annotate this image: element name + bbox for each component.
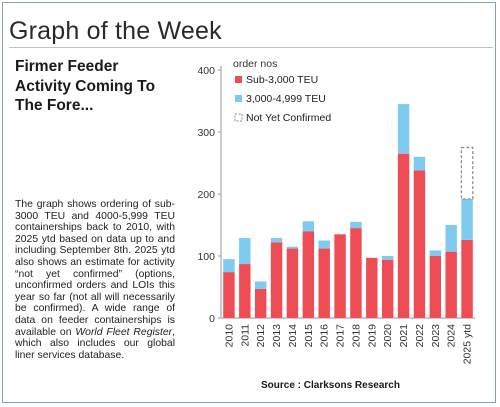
bar-3000-4999-2012: [254, 281, 267, 289]
bar-sub3000-2022: [413, 170, 426, 318]
x-tick-label: 2017: [335, 324, 347, 348]
bar-sub3000-2025-ytd: [461, 239, 473, 318]
headline-line-1: Firmer Feeder: [15, 58, 119, 75]
legend-label-sub3000: Sub-3,000 TEU: [246, 74, 318, 86]
x-tick-label: 2022: [414, 324, 426, 348]
legend-label-not-confirmed: Not Yet Confirmed: [246, 112, 331, 124]
x-tick-label: 2018: [350, 324, 362, 348]
bar-sub3000-2016: [318, 248, 330, 318]
x-tick-label: 2014: [287, 324, 299, 348]
legend-swatch-not-confirmed: [234, 113, 243, 122]
bar-sub3000-2012: [254, 288, 267, 318]
bar-not-confirmed-2025-ytd: [460, 146, 474, 200]
bar-3000-4999-2013: [270, 238, 283, 243]
y-tick-label: 300: [197, 127, 215, 139]
bar-sub3000-2010: [223, 272, 235, 318]
bar-sub3000-2017: [334, 234, 346, 318]
bar-3000-4999-2018: [350, 221, 362, 229]
x-tick-label: 2013: [271, 324, 283, 348]
bar-3000-4999-2016: [318, 240, 330, 249]
y-tick-label: 0: [209, 313, 215, 325]
bar-sub3000-2015: [302, 231, 315, 318]
bar-3000-4999-2023: [429, 250, 442, 256]
bar-3000-4999-2011: [239, 238, 251, 265]
legend-swatch-sub3000: [235, 76, 242, 83]
bar-sub3000-2018: [350, 228, 362, 318]
article-headline: Firmer Feeder Activity Coming To The For…: [15, 57, 185, 116]
x-tick-label: 2025 ytd: [462, 324, 474, 364]
x-tick-label: 2021: [398, 324, 410, 348]
y-tick-label: 100: [197, 251, 215, 263]
headline-line-2: Activity Coming To: [15, 77, 156, 95]
legend-label-3000-4999: 3,000-4,999 TEU: [246, 93, 326, 105]
page-title: Graph of the Week: [9, 17, 222, 45]
legend-swatch-3000-4999: [235, 95, 242, 102]
feeder-orders-chart: order nos 0 100 200 300 400 2010 2011 2012 2013 20…: [197, 58, 475, 364]
bar-sub3000-2020: [381, 259, 394, 318]
bar-3000-4999-2025-ytd: [461, 198, 473, 240]
x-tick-label: 2011: [239, 324, 251, 347]
y-tick-label: 200: [197, 189, 215, 201]
bar-sub3000-2024: [445, 251, 457, 318]
bar-3000-4999-2024: [445, 225, 457, 252]
bar-sub3000-2023: [429, 256, 442, 318]
article-body: The graph shows ordering of sub-3000 TEU…: [15, 199, 175, 361]
x-tick-label: 2019: [366, 324, 378, 348]
bar-3000-4999-2014: [286, 246, 299, 249]
headline-line-3: The Fore...: [15, 97, 94, 114]
x-tick-label: 2010: [223, 324, 235, 348]
bar-sub3000-2014: [286, 248, 299, 318]
bar-sub3000-2021: [397, 153, 410, 318]
bar-sub3000-2013: [270, 242, 283, 318]
x-tick-label: 2024: [446, 324, 458, 348]
world-fleet-register-text: World Fleet Register: [75, 326, 173, 338]
bar-3000-4999-2021: [397, 104, 410, 154]
bar-3000-4999-2015: [302, 221, 315, 232]
bar-3000-4999-2010: [223, 259, 235, 273]
body-text-part-1: The graph shows ordering of sub-3000 TEU…: [15, 199, 175, 338]
x-tick-label: 2020: [382, 324, 394, 348]
y-axis-label: order nos: [233, 58, 277, 70]
bar-3000-4999-2022: [413, 156, 426, 171]
title-divider: [9, 47, 493, 48]
body-text-part-3: , which also includes our global liner s…: [15, 326, 175, 361]
x-tick-label: 2012: [255, 324, 267, 348]
x-tick-label: 2016: [319, 324, 331, 348]
source-note: Source : Clarksons Research: [261, 380, 400, 391]
bar-sub3000-2019: [366, 257, 378, 318]
y-tick-label: 400: [197, 65, 215, 77]
graph-panel: Graph of the Week Firmer Feeder Activity…: [2, 2, 496, 403]
bar-sub3000-2011: [239, 264, 251, 318]
bar-3000-4999-2020: [381, 256, 394, 260]
x-tick-label: 2023: [430, 324, 442, 348]
x-tick-label: 2015: [303, 324, 315, 348]
